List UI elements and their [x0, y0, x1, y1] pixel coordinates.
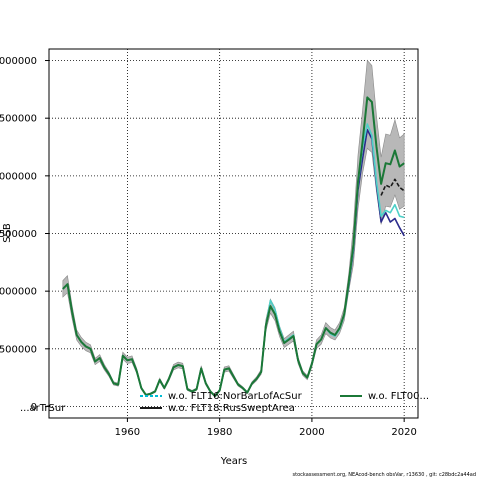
series-lines	[62, 96, 405, 398]
x-tick-label: 2020	[391, 427, 416, 438]
y-tick-label: 2000000	[0, 171, 37, 182]
x-tick-label: 1960	[115, 427, 140, 438]
x-tick-label: 2000	[299, 427, 324, 438]
y-axis-ticks: 0 500000 1000000 1500000 2000000 2500000 30000…	[0, 56, 49, 413]
y-tick-label: 0	[31, 402, 37, 413]
y-tick-label: 3000000	[0, 56, 37, 67]
legend-label: w.o. FLT00...	[368, 391, 429, 402]
y-tick-label: 1000000	[0, 287, 37, 298]
y-tick-label: 2500000	[0, 114, 37, 125]
series-line	[380, 178, 405, 196]
y-tick-label: 500000	[0, 344, 37, 355]
x-axis-ticks: 1960 1980 2000 2020	[115, 418, 417, 438]
plot-frame	[48, 48, 419, 419]
y-tick-label: 1500000	[0, 229, 37, 240]
y-axis-label: SSB	[2, 223, 13, 243]
series-line	[62, 96, 405, 398]
footer-credit: stockassessment.org, NEAcod-bench obsVar…	[292, 472, 476, 478]
x-axis-label: Years	[220, 456, 247, 467]
legend-label: w.o. FLT16:NorBarLofAcSur	[168, 391, 303, 402]
x-tick-label: 1980	[207, 427, 232, 438]
legend-label: w.o. FLT18:RusSweptArea	[168, 403, 295, 414]
confidence-band	[62, 59, 405, 398]
legend-label: ...arTrSur	[20, 403, 66, 414]
grid-lines	[49, 49, 418, 418]
confidence-bands	[62, 59, 405, 398]
